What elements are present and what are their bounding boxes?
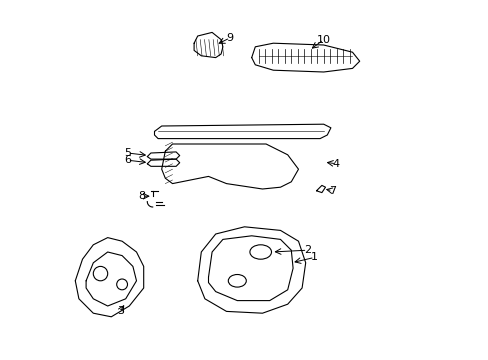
Text: 5: 5 (124, 148, 131, 158)
Text: 4: 4 (332, 159, 339, 169)
Text: 2: 2 (304, 245, 310, 255)
Text: 3: 3 (117, 306, 123, 316)
Text: 9: 9 (226, 33, 233, 43)
Text: 7: 7 (328, 186, 336, 196)
Text: 8: 8 (138, 191, 145, 201)
Text: 6: 6 (124, 155, 131, 165)
Text: 1: 1 (310, 252, 318, 262)
Text: 10: 10 (316, 35, 330, 45)
